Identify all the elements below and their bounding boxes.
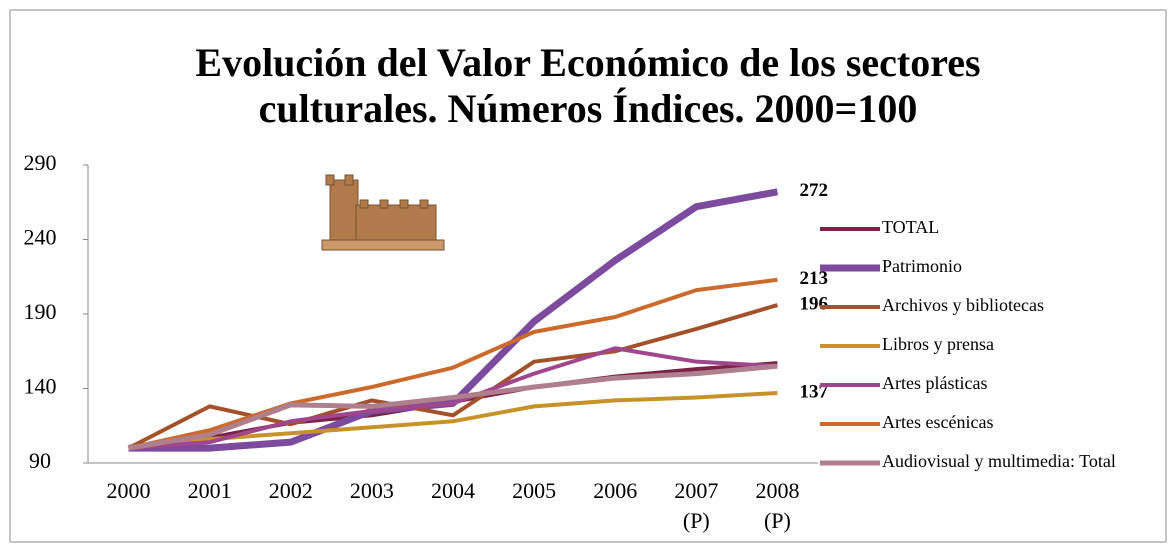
y-tick-label: 290 (24, 150, 57, 175)
series-line (128, 363, 778, 451)
series-line (127, 303, 779, 450)
x-tick-label: 2003 (350, 478, 394, 503)
data-label: 272 (799, 180, 828, 201)
legend-label: TOTAL (882, 217, 939, 237)
x-tick-label: 2008 (P) (755, 478, 799, 533)
y-tick-label: 90 (29, 448, 51, 473)
x-tick-label: 2007 (P) (674, 478, 718, 533)
x-tick-label: 2000 (107, 478, 151, 503)
legend-label: Artes escénicas (882, 412, 993, 432)
x-tick-label: 2001 (188, 478, 232, 503)
series-line (128, 346, 778, 451)
legend-label: Patrimonio (882, 256, 962, 276)
y-tick-label: 240 (24, 225, 57, 250)
data-label: 213 (799, 268, 828, 289)
legend-label: Audiovisual y multimedia: Total (882, 451, 1116, 471)
castle-icon (321, 174, 445, 251)
legend-label: Libros y prensa (882, 334, 994, 354)
y-tick-label: 190 (24, 299, 57, 324)
x-tick-label: 2006 (593, 478, 637, 503)
x-tick-label: 2002 (269, 478, 313, 503)
title-box: Evolución del Valor Económico de los sec… (0, 40, 1176, 132)
y-tick-label: 140 (24, 374, 57, 399)
series-line (128, 277, 778, 451)
data-label: 196 (799, 293, 828, 314)
chart-title: Evolución del Valor Económico de los sec… (195, 40, 981, 131)
legend-label: Archivos y bibliotecas (882, 295, 1044, 315)
legend-label: Artes plásticas (882, 373, 987, 393)
x-tick-label: 2005 (512, 478, 556, 503)
x-tick-label: 2004 (431, 478, 475, 503)
chart-border (9, 9, 1167, 543)
